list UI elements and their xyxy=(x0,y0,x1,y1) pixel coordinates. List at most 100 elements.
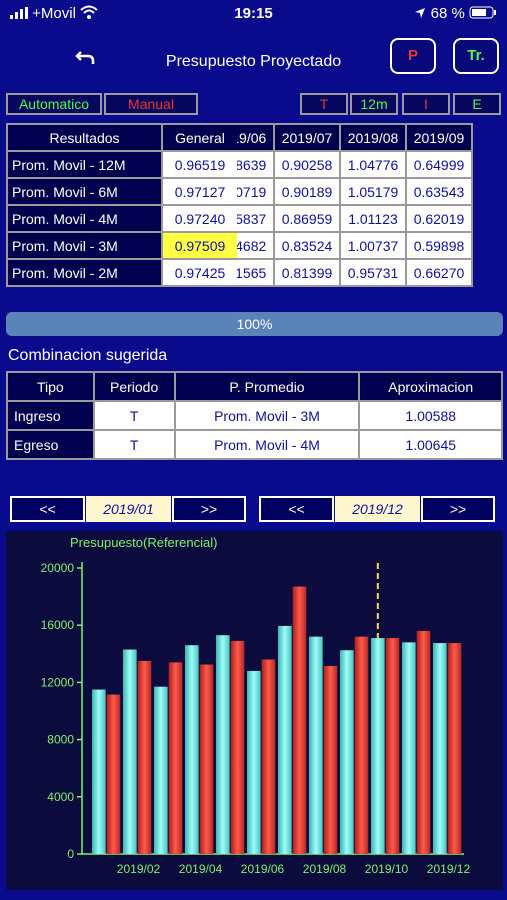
y-tick-label: 4000 xyxy=(47,790,74,804)
y-tick-label: 16000 xyxy=(41,618,75,632)
table-cell[interactable]: 0.85837 xyxy=(237,204,275,233)
chart-svg: Presupuesto(Referencial) 0 4000 8000 12000 1… xyxy=(41,535,471,876)
column-header: 2019/08 xyxy=(339,123,407,152)
signal-icon xyxy=(10,6,28,23)
bar-series2 xyxy=(354,636,369,854)
column-header: Aproximacion xyxy=(358,371,503,402)
row-label: Prom. Movil - 12M xyxy=(6,150,163,179)
row-label: Ingreso xyxy=(6,400,95,431)
t-button[interactable]: T xyxy=(300,93,348,115)
table-cell: 1.00645 xyxy=(358,429,503,460)
x-tick-label: 2019/12 xyxy=(427,862,471,876)
battery-icon xyxy=(469,6,497,23)
combination-title: Combinacion sugerida xyxy=(8,347,168,364)
bar-series1 xyxy=(185,645,199,854)
table-cell[interactable]: 0.95731 xyxy=(339,258,407,287)
table-cell: Prom. Movil - 4M xyxy=(173,429,361,460)
battery-percent: 68 % xyxy=(430,5,465,22)
end-prev-button[interactable]: << xyxy=(259,496,334,522)
x-tick-label: 2019/08 xyxy=(303,862,347,876)
row-label: Prom. Movil - 6M xyxy=(6,177,163,206)
table-cell[interactable]: 0.63543 xyxy=(405,177,473,206)
table-cell[interactable]: 0.83524 xyxy=(273,231,341,260)
table-cell: Prom. Movil - 3M xyxy=(173,400,361,431)
bar-series1 xyxy=(154,686,168,854)
start-period-value[interactable]: 2019/01 xyxy=(86,496,171,522)
column-header: 2019/09 xyxy=(405,123,473,152)
bar-series2 xyxy=(292,586,307,854)
bar-series1 xyxy=(278,625,292,854)
bar-series1 xyxy=(92,689,106,854)
bar-series1 xyxy=(216,635,230,854)
battery-status: 68 % xyxy=(414,5,497,23)
table-cell[interactable]: 1.01123 xyxy=(339,204,407,233)
end-period-value[interactable]: 2019/12 xyxy=(335,496,420,522)
table-cell[interactable]: 0.84682 xyxy=(237,231,275,260)
column-header: Tipo xyxy=(6,371,95,402)
bar-series2 xyxy=(106,694,121,854)
table-cell[interactable]: 1.05179 xyxy=(339,177,407,206)
table-cell[interactable]: 0.97425 xyxy=(161,258,239,287)
table-cell[interactable]: 1.04776 xyxy=(339,150,407,179)
table-cell[interactable]: 0.90189 xyxy=(273,177,341,206)
table-cell[interactable]: 0.59898 xyxy=(405,231,473,260)
bar-series1 xyxy=(402,642,416,854)
row-label: Prom. Movil - 2M xyxy=(6,258,163,287)
results-header-label: Resultados xyxy=(6,123,163,152)
table-cell[interactable]: 0.97127 xyxy=(161,177,239,206)
row-label: Prom. Movil - 4M xyxy=(6,204,163,233)
table-cell: T xyxy=(92,400,176,431)
i-button[interactable]: I xyxy=(402,93,450,115)
table-cell[interactable]: 0.66270 xyxy=(405,258,473,287)
results-table[interactable]: Resultados General Prom. Movil - 12M 0.96… xyxy=(6,123,503,303)
results-scroll-area[interactable]: 2019/06 2019/07 2019/08 2019/09 0.98639 … xyxy=(237,123,503,303)
table-cell[interactable]: 0.97240 xyxy=(161,204,239,233)
x-tick-label: 2019/10 xyxy=(365,862,409,876)
start-prev-button[interactable]: << xyxy=(10,496,85,522)
combination-table: Tipo Periodo P. Promedio Aproximacion In… xyxy=(6,371,503,460)
12m-button[interactable]: 12m xyxy=(350,93,398,115)
start-next-button[interactable]: >> xyxy=(172,496,246,522)
table-cell[interactable]: 0.96519 xyxy=(161,150,239,179)
wifi-icon xyxy=(80,5,98,23)
x-tick-label: 2019/04 xyxy=(179,862,223,876)
column-header: Periodo xyxy=(92,371,176,402)
column-header: 2019/07 xyxy=(273,123,341,152)
table-cell[interactable]: 0.90258 xyxy=(273,150,341,179)
page-title: Presupuesto Proyectado xyxy=(165,53,342,70)
table-cell[interactable]: 0.81399 xyxy=(273,258,341,287)
tr-button[interactable]: Tr. xyxy=(453,38,499,74)
location-icon xyxy=(414,6,426,23)
carrier-status: +Movil xyxy=(10,5,98,23)
highlighted-cell[interactable]: 0.97509 xyxy=(161,231,239,260)
bar-series2 xyxy=(385,638,400,854)
bar-series1 xyxy=(371,638,385,854)
bar-series1 xyxy=(123,649,137,854)
bar-series2 xyxy=(137,660,152,854)
table-cell[interactable]: 0.64999 xyxy=(405,150,473,179)
column-header: General xyxy=(161,123,239,152)
row-label: Egreso xyxy=(6,429,95,460)
bar-series2 xyxy=(323,665,338,854)
bar-series2 xyxy=(230,640,245,854)
back-icon[interactable] xyxy=(74,44,100,70)
x-tick-label: 2019/06 xyxy=(241,862,285,876)
bar-series1 xyxy=(247,670,261,854)
p-button[interactable]: P xyxy=(390,38,436,74)
table-cell[interactable]: 0.62019 xyxy=(405,204,473,233)
automatico-button[interactable]: Automatico xyxy=(6,93,102,115)
table-cell[interactable]: 1.00737 xyxy=(339,231,407,260)
bar-series1 xyxy=(340,650,354,854)
table-cell[interactable]: 0.86959 xyxy=(273,204,341,233)
y-tick-label: 12000 xyxy=(41,675,75,689)
chart-title: Presupuesto(Referencial) xyxy=(70,535,217,550)
e-button[interactable]: E xyxy=(453,93,501,115)
end-next-button[interactable]: >> xyxy=(421,496,495,522)
bar-series2 xyxy=(168,662,183,854)
manual-button[interactable]: Manual xyxy=(104,93,198,115)
bar-series1 xyxy=(309,636,323,854)
carrier-name: +Movil xyxy=(32,5,76,22)
